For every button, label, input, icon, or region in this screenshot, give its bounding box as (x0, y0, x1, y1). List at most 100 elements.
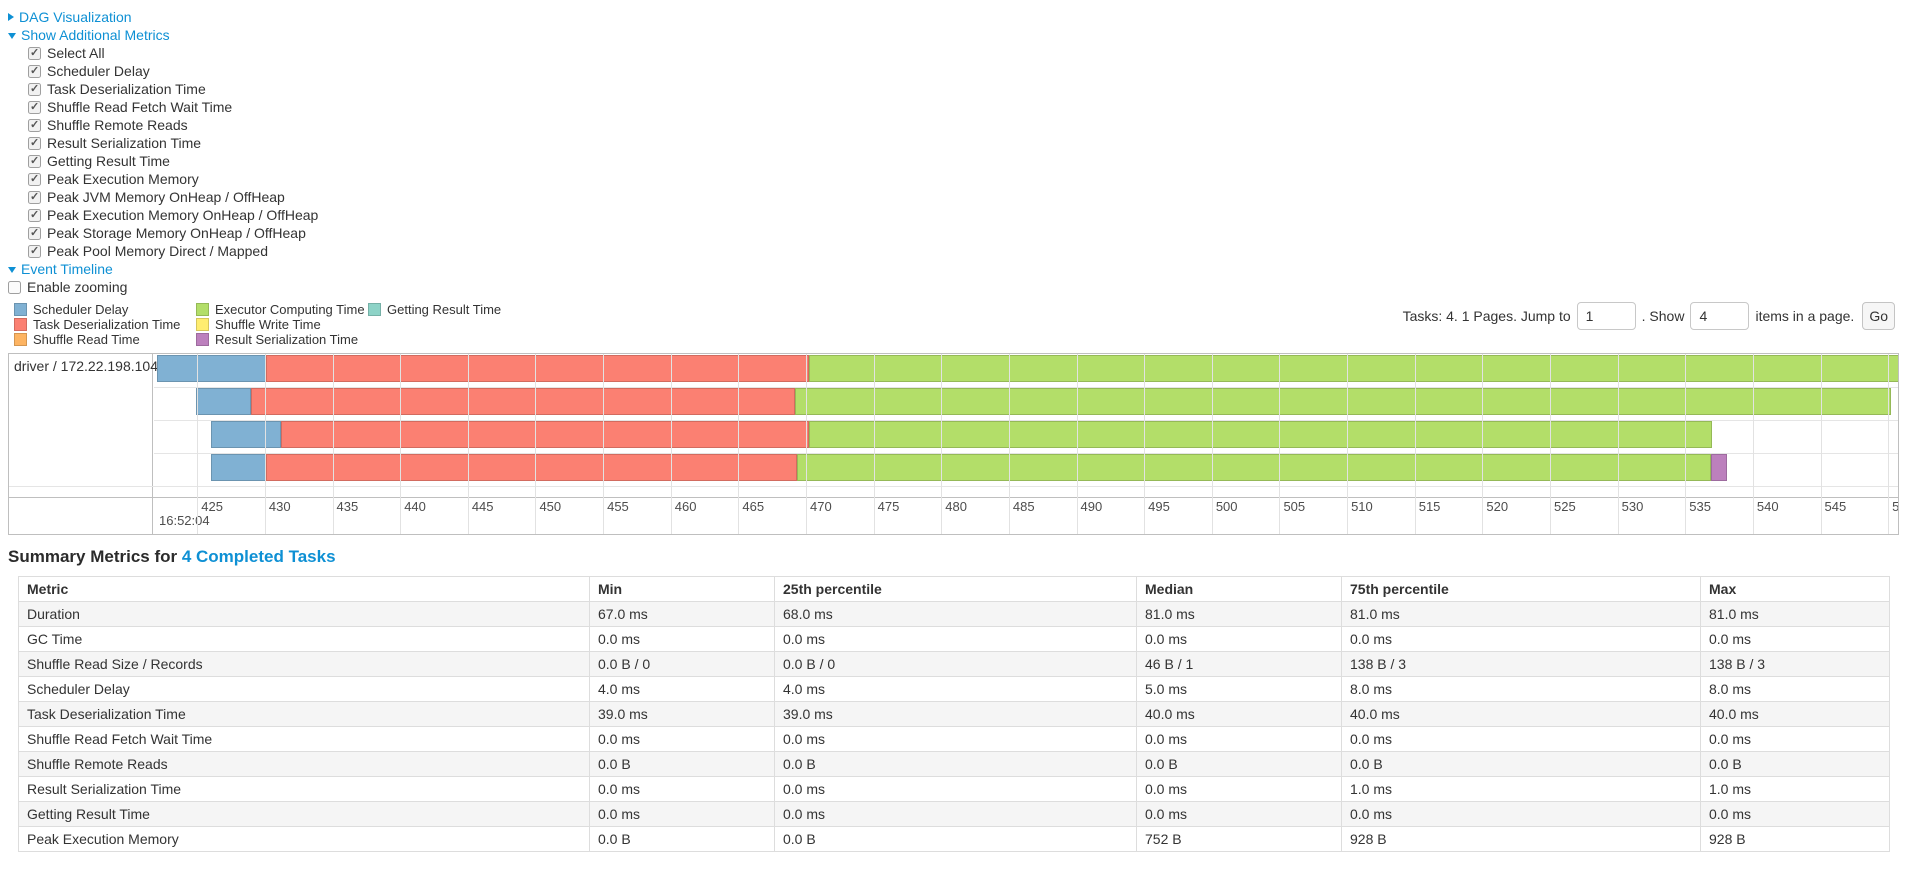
table-cell: 0.0 B (1341, 751, 1701, 777)
gridline (467, 354, 469, 534)
table-cell: Task Deserialization Time (18, 701, 590, 727)
enable-zooming-label: Enable zooming (27, 279, 128, 295)
gridline (1482, 354, 1484, 534)
axis-tick-label: 515 (1418, 499, 1441, 514)
table-header-cell: Min (589, 576, 775, 602)
metric-checkbox-item[interactable]: Peak Pool Memory Direct / Mapped (28, 242, 1907, 260)
table-cell: Shuffle Read Size / Records (18, 651, 590, 677)
metric-checkbox[interactable] (28, 244, 41, 258)
metric-checkbox-item[interactable]: Shuffle Read Fetch Wait Time (28, 98, 1907, 116)
table-cell: 1.0 ms (1341, 776, 1701, 802)
metric-checkbox[interactable] (28, 136, 41, 150)
dag-visualization-link[interactable]: DAG Visualization (19, 9, 132, 25)
metric-checkbox[interactable] (28, 208, 41, 222)
gridline (400, 354, 402, 534)
table-cell: 39.0 ms (589, 701, 775, 727)
legend-swatch-scheduler_delay (14, 302, 27, 316)
table-cell: 752 B (1136, 826, 1342, 852)
metric-checkbox-label: Scheduler Delay (47, 63, 150, 79)
table-cell: 40.0 ms (1700, 701, 1890, 727)
table-cell: 5.0 ms (1136, 676, 1342, 702)
gridline (332, 354, 334, 534)
metric-checkbox-item[interactable]: Result Serialization Time (28, 134, 1907, 152)
metric-checkbox[interactable] (28, 46, 41, 60)
metric-checkbox-item[interactable]: Scheduler Delay (28, 62, 1907, 80)
metric-checkbox-label: Peak Execution Memory (47, 171, 199, 187)
table-cell: 0.0 B (589, 826, 775, 852)
legend-label: Result Serialization Time (215, 331, 359, 347)
legend-item: Shuffle Write Time (196, 317, 368, 332)
axis-tick-label: 525 (1554, 499, 1576, 514)
table-cell: 8.0 ms (1700, 676, 1890, 702)
legend-swatch-task_deserialization (14, 317, 27, 331)
gridline (197, 354, 199, 534)
legend-item: Shuffle Read Time (14, 332, 196, 347)
task-bar-segment-scheduler_delay (210, 421, 282, 448)
task-bar-segment-scheduler_delay (210, 454, 267, 481)
items-per-page-input[interactable] (1690, 302, 1750, 330)
metric-checkbox[interactable] (28, 118, 41, 132)
go-button[interactable]: Go (1862, 302, 1895, 330)
metric-checkbox-item[interactable]: Peak Execution Memory (28, 170, 1907, 188)
jump-to-page-input[interactable] (1576, 302, 1636, 330)
metric-checkbox[interactable] (28, 100, 41, 114)
timeline-group-column: driver / 172.22.198.104 (9, 354, 158, 534)
dag-visualization-toggle[interactable]: DAG Visualization (8, 8, 1907, 26)
table-cell: 0.0 ms (1700, 726, 1890, 752)
row-separator (154, 387, 1898, 388)
table-cell: Shuffle Read Fetch Wait Time (18, 726, 590, 752)
metric-checkbox-item[interactable]: Task Deserialization Time (28, 80, 1907, 98)
metric-checkbox[interactable] (28, 154, 41, 168)
axis-tick-label: 430 (268, 499, 291, 514)
show-additional-metrics-toggle[interactable]: Show Additional Metrics (8, 26, 1907, 44)
gridline (1144, 354, 1146, 534)
event-timeline-link[interactable]: Event Timeline (21, 261, 113, 277)
table-cell: 8.0 ms (1341, 676, 1701, 702)
metric-checkbox-item[interactable]: Peak Storage Memory OnHeap / OffHeap (28, 224, 1907, 242)
event-timeline-toggle[interactable]: Event Timeline (8, 260, 1907, 278)
enable-zooming-checkbox-item[interactable]: Enable zooming (8, 278, 1907, 296)
metric-checkbox[interactable] (28, 64, 41, 78)
axis-tick-label: 530 (1621, 499, 1644, 514)
metric-checkbox-label: Peak JVM Memory OnHeap / OffHeap (47, 189, 285, 205)
enable-zooming-checkbox[interactable] (8, 280, 21, 294)
axis-tick-label: 550 (1892, 499, 1899, 514)
metric-checkbox-label: Getting Result Time (47, 153, 170, 169)
gridline (1820, 354, 1822, 534)
metric-checkbox-item[interactable]: Select All (28, 44, 1907, 62)
gridline (941, 354, 943, 534)
table-cell: 67.0 ms (589, 601, 775, 627)
completed-tasks-link[interactable]: 4 Completed Tasks (181, 547, 336, 566)
table-cell: 0.0 ms (589, 801, 775, 827)
metric-checkbox[interactable] (28, 82, 41, 96)
metric-checkbox-item[interactable]: Peak JVM Memory OnHeap / OffHeap (28, 188, 1907, 206)
axis-tick-label: 500 (1215, 499, 1238, 514)
axis-tick-label: 450 (539, 499, 562, 514)
legend-swatch-shuffle_read (14, 332, 27, 346)
table-row: Scheduler Delay 4.0 ms 4.0 ms 5.0 ms 8.0 ms 8… (18, 676, 1890, 702)
row-separator (154, 453, 1898, 454)
metric-checkbox-item[interactable]: Getting Result Time (28, 152, 1907, 170)
legend-column: Getting Result Time (368, 302, 501, 317)
timeline-legend-row: Scheduler Delay Task Deserialization Time… (14, 302, 1907, 348)
timeline-group-label: driver / 172.22.198.104 (14, 358, 158, 374)
table-cell: 0.0 ms (1341, 626, 1701, 652)
metric-checkbox-item[interactable]: Shuffle Remote Reads (28, 116, 1907, 134)
metric-checkbox-item[interactable]: Peak Execution Memory OnHeap / OffHeap (28, 206, 1907, 224)
task-bar-segment-task_deserialization (266, 454, 797, 481)
pagination-text-after: items in a page. (1755, 308, 1855, 324)
metrics-checkbox-list: Select All Scheduler Delay Task Deserializ… (28, 44, 1907, 260)
table-cell: 0.0 ms (1700, 801, 1890, 827)
axis-tick-label: 490 (1080, 499, 1103, 514)
legend-label: Getting Result Time (387, 301, 502, 317)
timeline-axis-border (9, 497, 1898, 498)
metric-checkbox[interactable] (28, 172, 41, 186)
show-additional-metrics-link[interactable]: Show Additional Metrics (21, 27, 170, 43)
metric-checkbox-label: Task Deserialization Time (47, 81, 206, 97)
metric-checkbox[interactable] (28, 226, 41, 240)
table-cell: 0.0 B / 0 (774, 651, 1137, 677)
gridline (873, 354, 875, 534)
axis-tick-label: 545 (1824, 499, 1847, 514)
metric-checkbox[interactable] (28, 190, 41, 204)
legend-label: Scheduler Delay (33, 301, 129, 317)
